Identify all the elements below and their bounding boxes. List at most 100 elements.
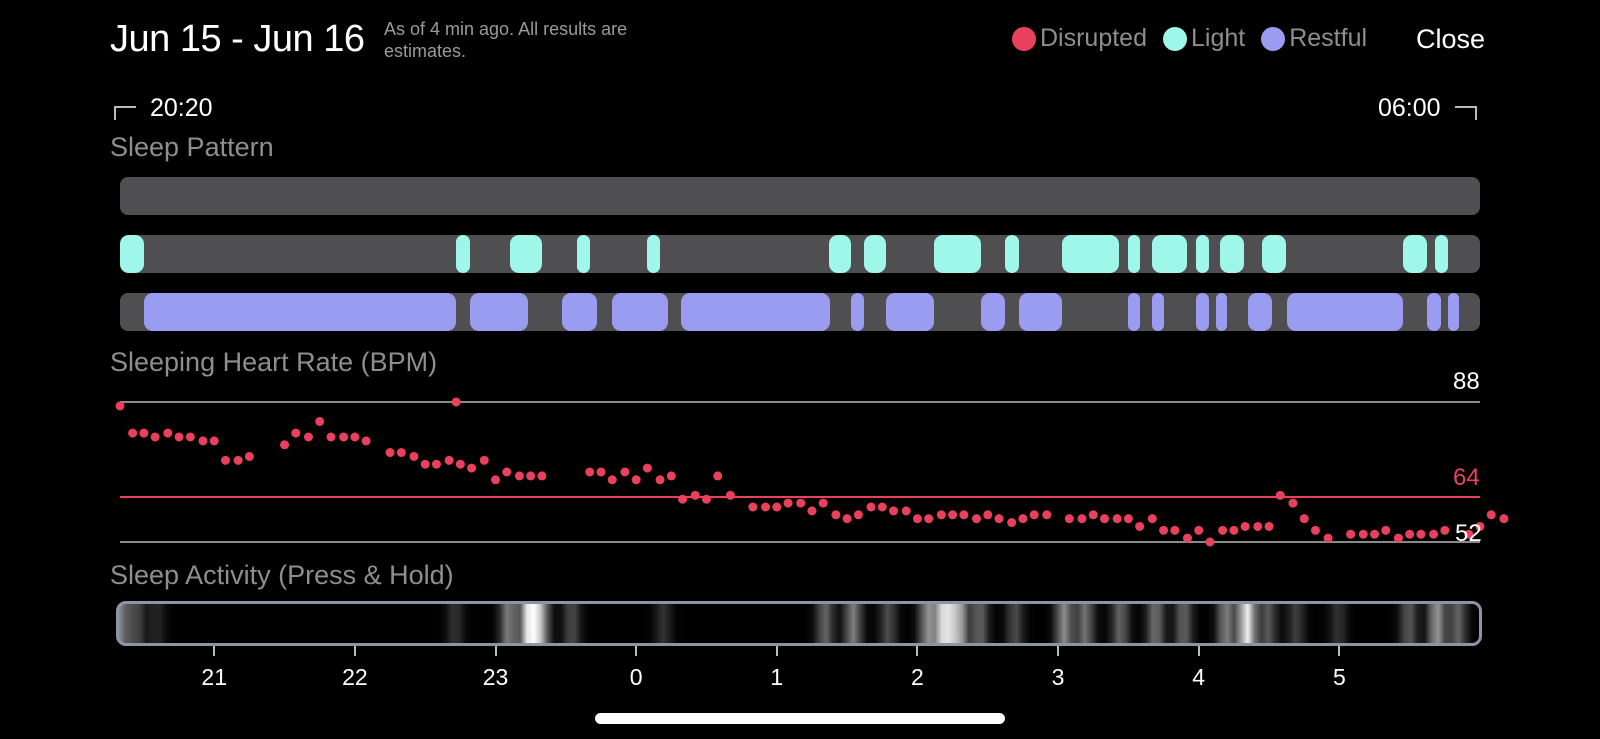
light-segment [934, 235, 981, 273]
tick-mark [353, 646, 356, 656]
heart-rate-point [807, 506, 817, 516]
heart-rate-point [502, 467, 512, 477]
heart-rate-point [701, 494, 711, 504]
restful-segment [143, 293, 457, 331]
tick-mark [775, 646, 778, 656]
tick-mark [1057, 646, 1060, 656]
heart-rate-point [1147, 514, 1157, 524]
restful-segment [1128, 293, 1140, 331]
heart-rate-point [1253, 521, 1263, 531]
heart-rate-point [1381, 525, 1391, 535]
restful-track [120, 293, 1480, 331]
range-start: 20:20 [114, 94, 213, 123]
light-segment [1062, 235, 1119, 273]
heart-rate-point [631, 475, 641, 485]
heart-rate-point [326, 432, 336, 442]
tick-mark [916, 646, 919, 656]
heart-rate-point [198, 436, 208, 446]
heart-rate-point [1299, 514, 1309, 524]
range-end-time: 06:00 [1378, 94, 1441, 122]
tick-mark [635, 646, 638, 656]
heart-rate-point [396, 448, 406, 458]
heart-rate-point [303, 432, 313, 442]
tick-label: 3 [1051, 664, 1065, 690]
heart-rate-point [233, 455, 243, 465]
heart-rate-point [291, 428, 301, 438]
restful-segment [1247, 293, 1272, 331]
heart-rate-point [1077, 514, 1087, 524]
heart-rate-point [385, 448, 395, 458]
legend-light-label: Light [1191, 24, 1246, 52]
restful-segment [886, 293, 935, 331]
close-button[interactable]: Close [1416, 24, 1486, 54]
date-range-title: Jun 15 - Jun 16 [110, 18, 365, 60]
light-segment [1219, 235, 1244, 273]
heart-rate-point [115, 401, 125, 411]
heart-rate-point [1182, 533, 1192, 543]
heart-rate-point [1218, 525, 1228, 535]
estimate-note: As of 4 min ago. All results are estimat… [384, 19, 628, 61]
heart-rate-point [209, 436, 219, 446]
tick-label: 5 [1332, 664, 1346, 690]
legend-disrupted-label: Disrupted [1040, 24, 1147, 52]
heart-rate-point [514, 471, 524, 481]
heart-rate-point [948, 510, 958, 520]
tick-label: 2 [911, 664, 924, 690]
heart-rate-point [1499, 514, 1509, 524]
heart-rate-point [853, 510, 863, 520]
light-segment [828, 235, 852, 273]
heart-rate-point [174, 432, 184, 442]
heart-rate-point [139, 428, 149, 438]
heart-rate-point [959, 510, 969, 520]
heart-rate-point [455, 459, 465, 469]
light-segment [456, 235, 471, 273]
hr-avg-value: 64 [1453, 464, 1480, 491]
heart-rate-point [339, 432, 349, 442]
heart-rate-point [983, 510, 993, 520]
restful-segment [851, 293, 864, 331]
heart-rate-point [350, 432, 360, 442]
light-segment [1402, 235, 1427, 273]
heart-rate-point [1288, 498, 1298, 508]
heart-rate-point [725, 490, 735, 500]
tick-label: 1 [770, 664, 784, 690]
legend-restful: Restful [1261, 24, 1367, 53]
heart-rate-point [163, 428, 173, 438]
sleep-activity-bar[interactable] [116, 601, 1482, 646]
heart-rate-point [315, 416, 325, 426]
heart-rate-point [831, 510, 841, 520]
restful-segment [1447, 293, 1459, 331]
light-segment [120, 235, 144, 273]
heart-rate-point [842, 514, 852, 524]
legend: Disrupted Light Restful [1012, 24, 1383, 53]
tick-label: 0 [629, 664, 643, 690]
heart-rate-point [1112, 514, 1122, 524]
heart-rate-point [1042, 510, 1052, 520]
heart-rate-point [526, 471, 536, 481]
heart-rate-point [244, 451, 254, 461]
hr-min-value: 52 [1455, 520, 1482, 547]
heart-rate-point [818, 498, 828, 508]
heart-rate-point [889, 506, 899, 516]
tick-mark [1197, 646, 1200, 656]
heart-rate-point [1229, 525, 1239, 535]
restful-segment [470, 293, 528, 331]
range-end: 06:00 [1378, 94, 1477, 123]
heart-rate-point [1370, 529, 1380, 539]
heart-rate-point [420, 459, 430, 469]
heart-rate-point [936, 510, 946, 520]
heart-rate-point [467, 463, 477, 473]
heart-rate-point [1393, 533, 1403, 543]
heart-rate-point [901, 506, 911, 516]
tick-mark [494, 646, 497, 656]
light-segment [577, 235, 590, 273]
home-indicator[interactable] [595, 713, 1005, 724]
heart-rate-point [1240, 521, 1250, 531]
heart-rate-point [607, 475, 617, 485]
heart-rate-point [620, 467, 630, 477]
heart-rate-point [1416, 529, 1426, 539]
light-segment [647, 235, 661, 273]
heart-rate-chart [115, 397, 1509, 547]
heart-rate-point [666, 471, 676, 481]
heart-rate-point [128, 428, 138, 438]
